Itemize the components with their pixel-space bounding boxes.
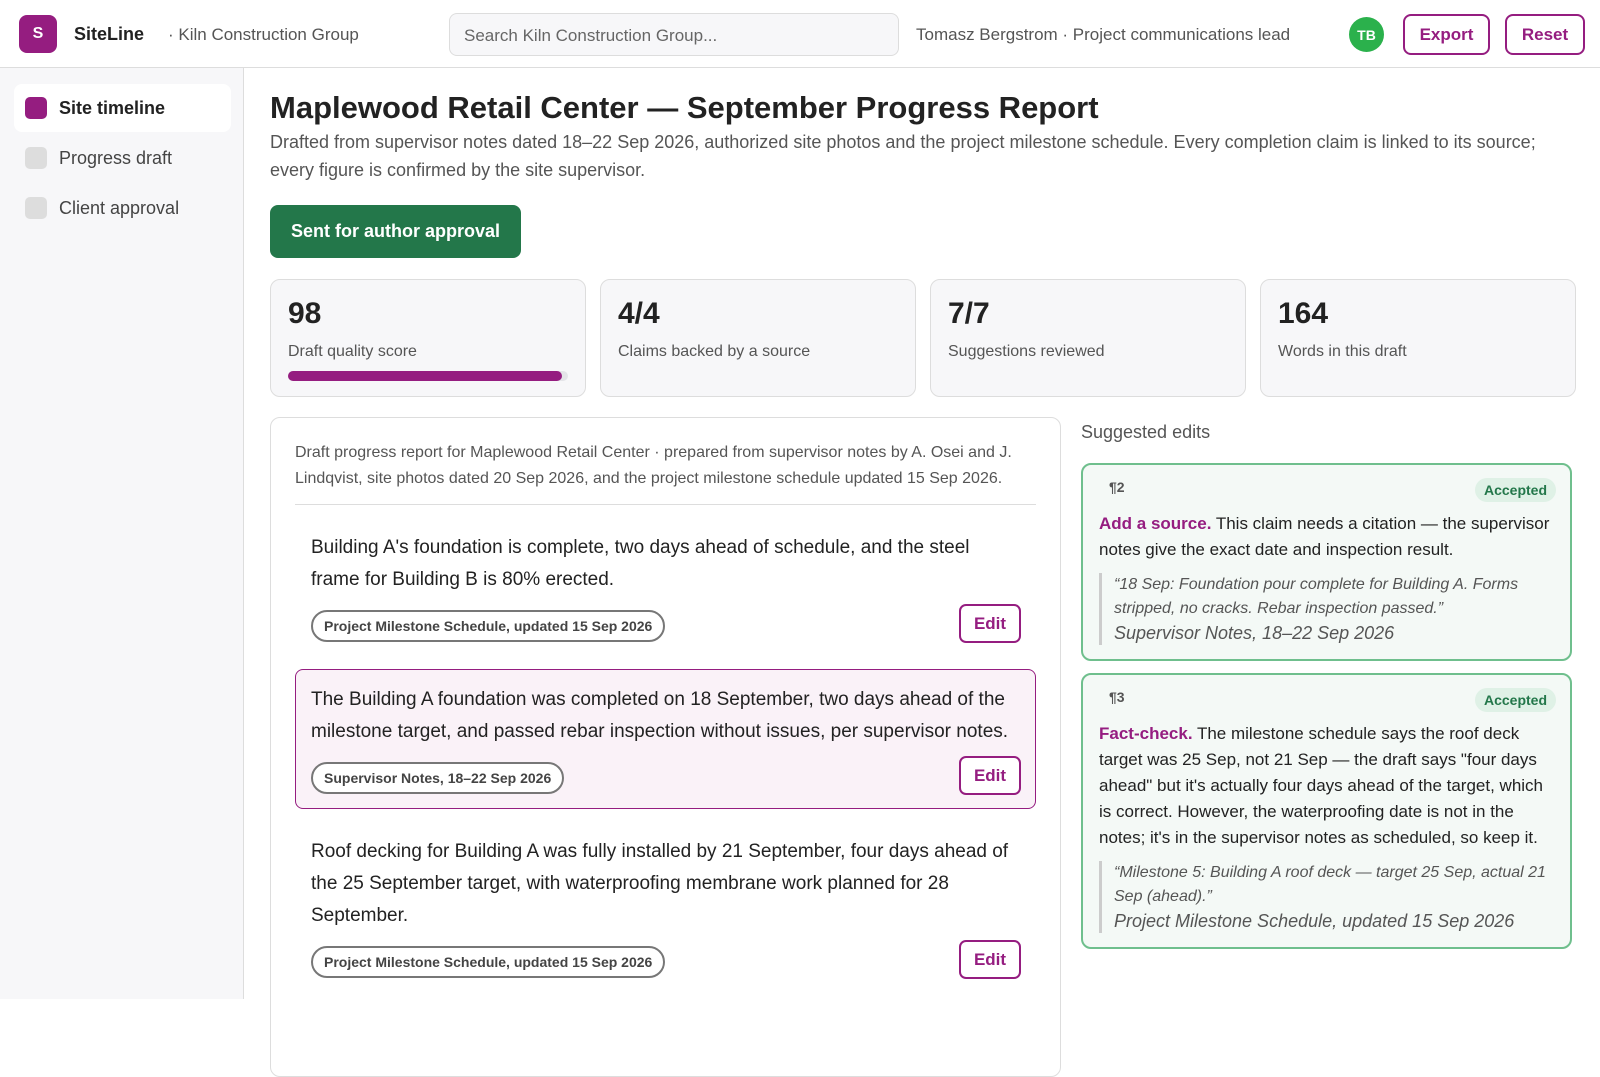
nav-icon xyxy=(25,97,47,119)
status-badge: Accepted xyxy=(1474,478,1556,502)
source-pill[interactable]: Supervisor Notes, 18–22 Sep 2026 xyxy=(311,762,565,794)
user-name: Tomasz Bergstrom · Project communication… xyxy=(916,25,1291,44)
edit-button[interactable]: Edit xyxy=(959,604,1021,643)
sidebar: Site timeline Progress draft Client approv… xyxy=(0,68,244,999)
stat-card: 164 Words in this draft xyxy=(1260,279,1576,397)
status-badge: Accepted xyxy=(1474,688,1556,712)
stat-value: 164 xyxy=(1278,297,1329,330)
edit-button[interactable]: Edit xyxy=(959,940,1021,979)
quote-source: Project Milestone Schedule, updated 15 S… xyxy=(1114,911,1515,931)
quote-source: Supervisor Notes, 18–22 Sep 2026 xyxy=(1114,623,1395,643)
stat-value: 98 xyxy=(288,297,322,330)
paragraph-ref: ¶2 xyxy=(1109,479,1125,495)
stat-label: Words in this draft xyxy=(1278,343,1407,360)
nav-icon xyxy=(25,147,47,169)
suggestion-body: The milestone schedule says the roof dec… xyxy=(1099,724,1544,847)
top-bar: S SiteLine · Kiln Construction Group Sea… xyxy=(0,0,1600,68)
nav-item[interactable]: Client approval xyxy=(14,184,231,232)
paragraph-ref: ¶3 xyxy=(1109,689,1125,705)
suggestion-card: ¶3 Accepted Fact-check. The milestone sche… xyxy=(1081,673,1572,949)
nav-icon xyxy=(25,197,47,219)
quote-text: “Milestone 5: Building A roof deck — tar… xyxy=(1114,864,1546,905)
paragraph-text: The Building A foundation was completed … xyxy=(311,689,1009,742)
app-name: SiteLine xyxy=(74,24,145,44)
draft-paragraph: Roof decking for Building A was fully in… xyxy=(295,821,1036,993)
org-name: · Kiln Construction Group xyxy=(168,25,359,44)
suggestion-lead: Fact-check. xyxy=(1099,724,1193,743)
stat-card: 4/4 Claims backed by a source xyxy=(600,279,916,397)
source-pill[interactable]: Project Milestone Schedule, updated 15 S… xyxy=(311,946,666,978)
suggestion-card: ¶2 Accepted Add a source. This claim needs… xyxy=(1081,463,1572,661)
paragraph-text: Roof decking for Building A was fully in… xyxy=(311,841,1009,926)
paragraph-text: Building A's foundation is complete, two… xyxy=(311,537,970,590)
search-box[interactable]: Search Kiln Construction Group... xyxy=(449,13,899,56)
stat-label: Draft quality score xyxy=(288,343,417,360)
nav-label: Site timeline xyxy=(59,97,166,118)
stat-value: 4/4 xyxy=(618,297,660,330)
draft-intro: Draft progress report for Maplewood Reta… xyxy=(295,440,1036,505)
edit-button[interactable]: Edit xyxy=(959,756,1021,795)
suggestion-text: Add a source. This claim needs a citatio… xyxy=(1099,511,1554,563)
nav-label: Client approval xyxy=(59,197,180,218)
nav-label: Progress draft xyxy=(59,147,173,168)
nav-item[interactable]: Site timeline xyxy=(14,84,231,132)
reset-button[interactable]: Reset xyxy=(1505,14,1585,55)
stat-card: 7/7 Suggestions reviewed xyxy=(930,279,1246,397)
progress-track xyxy=(288,371,568,381)
progress-fill xyxy=(288,371,563,381)
quote-text: “18 Sep: Foundation pour complete for Bu… xyxy=(1114,576,1519,617)
logo[interactable]: S xyxy=(19,15,57,53)
report-title: Maplewood Retail Center — September Prog… xyxy=(270,90,1099,125)
export-button[interactable]: Export xyxy=(1403,14,1490,55)
draft-panel: Draft progress report for Maplewood Reta… xyxy=(270,417,1061,1077)
suggestion-body: This claim needs a citation — the superv… xyxy=(1099,514,1550,559)
draft-paragraph: The Building A foundation was completed … xyxy=(295,669,1036,809)
stat-label: Suggestions reviewed xyxy=(948,343,1105,360)
nav-item[interactable]: Progress draft xyxy=(14,134,231,182)
avatar[interactable]: TB xyxy=(1349,17,1384,52)
suggestion-text: Fact-check. The milestone schedule says … xyxy=(1099,721,1554,851)
quote: “18 Sep: Foundation pour complete for Bu… xyxy=(1099,573,1554,645)
status-button[interactable]: Sent for author approval xyxy=(270,205,522,258)
stat-label: Claims backed by a source xyxy=(618,343,811,360)
suggestion-lead: Add a source. xyxy=(1099,514,1212,533)
draft-paragraph: Building A's foundation is complete, two… xyxy=(295,517,1036,657)
quote: “Milestone 5: Building A roof deck — tar… xyxy=(1099,861,1554,933)
stat-value: 7/7 xyxy=(948,297,990,330)
report-subtitle: Drafted from supervisor notes dated 18–2… xyxy=(270,132,1536,180)
suggestions-heading: Suggested edits xyxy=(1081,422,1211,442)
source-pill[interactable]: Project Milestone Schedule, updated 15 S… xyxy=(311,610,666,642)
stat-card: 98 Draft quality score xyxy=(270,279,586,397)
